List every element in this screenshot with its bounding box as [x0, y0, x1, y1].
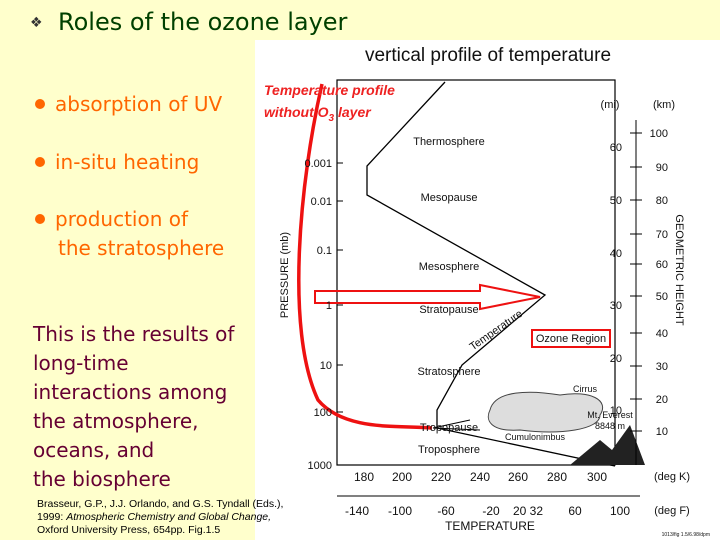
title-bullet: ❖ [30, 15, 43, 31]
km-tick: 60 [656, 259, 668, 271]
note-line: This is the results of [32, 322, 235, 346]
credit: 1013/fig 1.5/6.98/dpm [662, 532, 710, 538]
km-tick: 50 [656, 291, 668, 303]
x-label: TEMPERATURE [445, 519, 535, 533]
mi-tick: 60 [610, 142, 622, 154]
degF-tick: -140 [345, 504, 369, 518]
cloud-label: Mt. Everest [587, 410, 633, 420]
bullet-text: the stratosphere [58, 236, 224, 260]
pressure-tick: 1 [326, 300, 332, 312]
bullet-dot [35, 157, 45, 167]
pressure-tick: 0.1 [317, 245, 332, 257]
degF-tick: 20 32 [513, 504, 543, 518]
temperature-profile [366, 81, 616, 467]
pressure-tick: 0.01 [311, 196, 332, 208]
pressure-tick: 1000 [308, 460, 332, 472]
mi-tick: 50 [610, 195, 622, 207]
note-line: the biosphere [33, 467, 171, 491]
annotation-text: without O [264, 104, 329, 120]
citation: Brasseur, G.P., J.J. Orlando, and G.S. T… [37, 498, 283, 510]
km-tick: 90 [656, 162, 668, 174]
note-line: interactions among [33, 380, 227, 404]
mi-tick: 10 [610, 405, 622, 417]
slide-title: Roles of the ozone layer [58, 8, 348, 36]
annotation: without O3 layer [264, 104, 372, 124]
degK-tick: 220 [431, 470, 451, 484]
degF-tick: 60 [568, 504, 582, 518]
degF-tick: -60 [437, 504, 455, 518]
note-line: oceans, and [33, 438, 154, 462]
note-line: long-time [33, 351, 129, 375]
layer-label: Mesopause [421, 192, 478, 204]
degK-tick: 280 [547, 470, 567, 484]
bullet-text: production of [55, 207, 189, 231]
km-tick: 30 [656, 361, 668, 373]
layer-label: Thermosphere [413, 136, 485, 148]
plot-frame [336, 79, 616, 466]
degF-label: (deg F) [654, 505, 689, 517]
layer-label: Tropopause [420, 422, 478, 434]
note-line: the atmosphere, [33, 409, 199, 433]
degK-tick: 300 [587, 470, 607, 484]
degF-tick: -20 [482, 504, 500, 518]
mi-label: (mi) [601, 99, 620, 111]
km-tick: 20 [656, 394, 668, 406]
annotation-sub: 3 [329, 113, 335, 124]
mi-tick: 20 [610, 353, 622, 365]
km-label: (km) [653, 99, 675, 111]
layer-label: Troposphere [418, 444, 480, 456]
km-tick: 70 [656, 229, 668, 241]
citation: 1999: Atmospheric Chemistry and Global C… [37, 511, 271, 523]
height-label: GEOMETRIC HEIGHT [673, 214, 685, 326]
cloud-label: 8848 m [595, 421, 625, 431]
mi-tick: 30 [610, 300, 622, 312]
no-ozone-profile [297, 83, 433, 430]
km-tick: 40 [656, 328, 668, 340]
mountain [570, 425, 645, 465]
km-tick: 10 [656, 426, 668, 438]
layer-label: Stratopause [419, 304, 478, 316]
degK-tick: 180 [354, 470, 374, 484]
figure-title: vertical profile of temperature [365, 45, 611, 66]
pressure-tick: 100 [314, 407, 332, 419]
tropopause-line [432, 419, 481, 431]
degK-tick: 240 [470, 470, 490, 484]
layer-label: Stratosphere [418, 366, 481, 378]
bullet-dot [35, 214, 45, 224]
cloud-label: Cirrus [573, 384, 597, 394]
ozone-box [531, 329, 611, 348]
citation-text: 1999: [37, 511, 66, 523]
citation: Oxford University Press, 654pp. Fig.1.5 [37, 524, 220, 536]
layer-label: Mesosphere [419, 261, 480, 273]
pressure-tick: 10 [320, 360, 332, 372]
cloud [487, 391, 603, 433]
bullet-dot [35, 99, 45, 109]
degF-tick: -100 [388, 504, 412, 518]
degF-tick: 100 [610, 504, 630, 518]
km-tick: 80 [656, 195, 668, 207]
bullet-text: absorption of UV [55, 92, 222, 116]
citation-italic: Atmospheric Chemistry and Global Change, [65, 511, 271, 523]
km-tick: 100 [650, 128, 668, 140]
annotation: Temperature profile [264, 82, 395, 98]
annotation-text: layer [334, 104, 372, 120]
mi-tick: 40 [610, 248, 622, 260]
ozone-label: Ozone Region [536, 333, 606, 345]
degK-tick: 200 [392, 470, 412, 484]
bullet-text: in-situ heating [55, 150, 199, 174]
pressure-label: PRESSURE (mb) [279, 232, 291, 318]
degK-tick: 260 [508, 470, 528, 484]
cloud-label: Cumulonimbus [505, 432, 566, 442]
degK-label: (deg K) [654, 471, 690, 483]
heating-arrow [314, 283, 541, 311]
pressure-tick: 0.001 [304, 158, 332, 170]
